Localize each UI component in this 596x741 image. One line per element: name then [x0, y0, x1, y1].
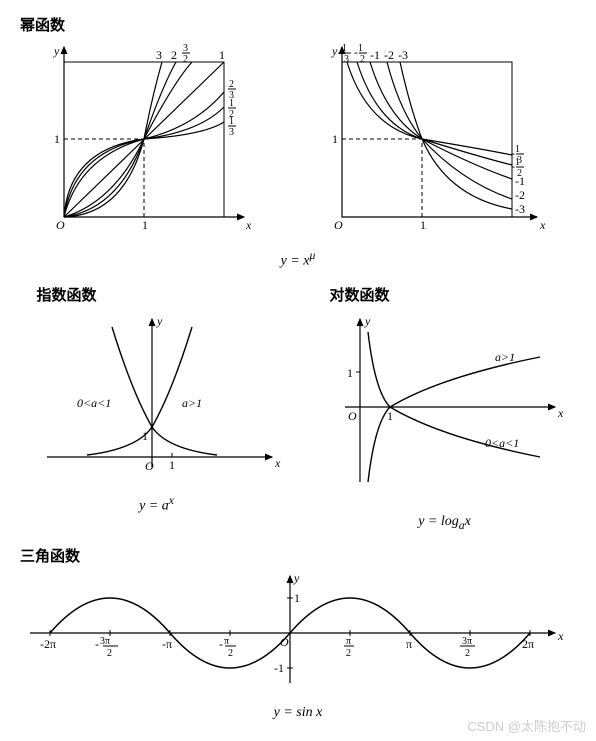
section-title-trig: 三角函数: [20, 545, 586, 566]
power-positive-chart: O x y 1 1 3 2 32 1 23 12 13: [34, 37, 264, 247]
svg-text:π: π: [224, 636, 229, 647]
svg-text:2: 2: [228, 648, 233, 659]
svg-text:1: 1: [420, 218, 426, 232]
watermark: CSDN @太陈抱不动: [467, 716, 586, 735]
svg-text:2: 2: [465, 648, 470, 659]
svg-text:x: x: [557, 629, 564, 643]
svg-text:1: 1: [515, 144, 520, 155]
svg-text:y: y: [156, 314, 163, 328]
svg-text:x: x: [245, 218, 252, 232]
svg-text:O: O: [348, 409, 357, 423]
svg-text:3: 3: [229, 127, 234, 138]
svg-text:x: x: [539, 218, 546, 232]
svg-text:3π: 3π: [462, 636, 472, 647]
svg-text:π: π: [346, 636, 351, 647]
svg-text:y: y: [293, 571, 300, 585]
power-row: O x y 1 1 3 2 32 1 23 12 13 O x y 1 1: [10, 37, 586, 247]
svg-text:-1: -1: [274, 661, 284, 675]
section-title-exp: 指数函数: [37, 284, 287, 305]
svg-text:1: 1: [169, 458, 175, 472]
svg-text:2: 2: [107, 648, 112, 659]
svg-text:-: -: [95, 637, 99, 651]
svg-text:O: O: [334, 218, 343, 232]
svg-text:1: 1: [358, 43, 363, 54]
exp-right-label: a>1: [182, 396, 202, 410]
log-formula: y = logax: [320, 514, 570, 532]
exp-formula: y = ax: [27, 494, 287, 515]
svg-text:2: 2: [346, 648, 351, 659]
power-formula: y = xμ: [10, 249, 586, 270]
svg-text:π: π: [406, 637, 412, 651]
svg-text:-π: -π: [162, 637, 172, 651]
svg-text:3: 3: [344, 54, 349, 65]
svg-text:3π: 3π: [100, 636, 110, 647]
svg-text:-: -: [219, 637, 223, 651]
exp-left-label: 0<a<1: [77, 396, 111, 410]
svg-text:2: 2: [171, 48, 177, 62]
svg-text:2π: 2π: [522, 637, 534, 651]
exp-chart: O x y 1 1 0<a<1 a>1: [27, 307, 287, 487]
svg-text:-1: -1: [515, 174, 525, 188]
log-top-label: a>1: [495, 350, 515, 364]
section-title-log: 对数函数: [330, 284, 570, 305]
svg-text:y: y: [331, 44, 338, 58]
svg-text:1: 1: [332, 132, 338, 146]
log-bottom-label: 0<a<1: [485, 436, 519, 450]
svg-text:-2: -2: [384, 48, 394, 62]
sin-chart: y x O 1 -1 -2π 3π-2 -π π-2 π2 π 3π2 2π: [10, 568, 570, 698]
svg-text:1: 1: [229, 116, 234, 127]
svg-text:1: 1: [387, 409, 393, 423]
svg-text:3: 3: [156, 48, 162, 62]
svg-text:2: 2: [183, 54, 188, 65]
svg-text:1: 1: [515, 157, 520, 168]
svg-text:y: y: [364, 314, 371, 328]
svg-text:2: 2: [229, 79, 234, 90]
svg-text:1: 1: [294, 591, 300, 605]
svg-text:-2π: -2π: [40, 637, 56, 651]
svg-text:3: 3: [183, 43, 188, 54]
svg-text:x: x: [274, 456, 281, 470]
log-chart: O x y 1 1 a>1 0<a<1: [320, 307, 570, 507]
svg-text:O: O: [145, 459, 154, 473]
svg-text:1: 1: [142, 218, 148, 232]
svg-text:-: -: [338, 45, 342, 59]
svg-text:-: -: [511, 159, 515, 173]
svg-text:2: 2: [360, 54, 365, 65]
svg-text:x: x: [557, 406, 564, 420]
svg-text:-: -: [354, 45, 358, 59]
svg-text:1: 1: [342, 43, 347, 54]
origin-label: O: [56, 218, 65, 232]
svg-text:1: 1: [54, 132, 60, 146]
svg-text:-2: -2: [515, 188, 525, 202]
svg-text:-1: -1: [370, 48, 380, 62]
exp-log-row: 指数函数 O x y 1 1 0<a<1 a>1 y = ax 对数函数 O x…: [10, 280, 586, 542]
svg-text:y: y: [53, 44, 60, 58]
svg-text:1: 1: [347, 366, 353, 380]
power-negative-chart: O x y 1 1 1-3 1-2 -1 -2 -3 1-3 1-2 -1 -2…: [312, 37, 562, 247]
svg-text:1: 1: [219, 48, 225, 62]
svg-text:-3: -3: [398, 48, 408, 62]
section-title-power: 幂函数: [20, 14, 586, 35]
svg-text:-3: -3: [515, 202, 525, 216]
svg-text:1: 1: [229, 98, 234, 109]
